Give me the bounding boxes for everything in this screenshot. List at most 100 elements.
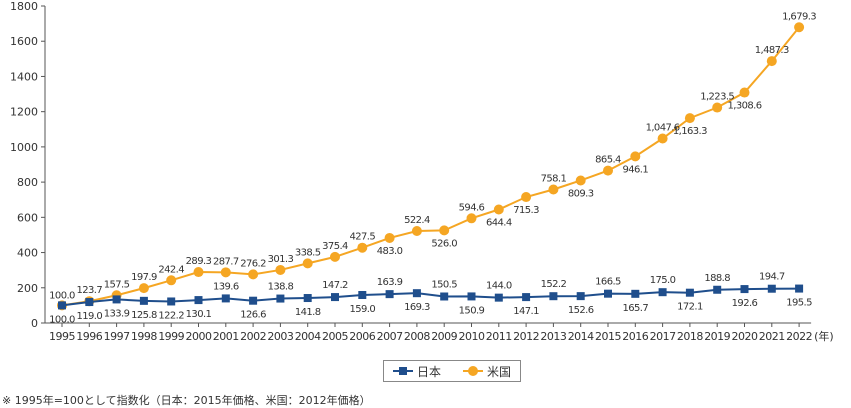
data-point-japan — [795, 284, 804, 293]
data-label-japan: 100.0 — [49, 314, 75, 325]
data-label-usa: 522.4 — [404, 215, 430, 226]
data-label-usa: 1,308.6 — [728, 101, 762, 112]
data-point-japan — [58, 301, 66, 310]
data-label-japan: 188.8 — [704, 273, 730, 284]
data-point-japan — [740, 285, 749, 294]
x-tick-label: 2016 — [622, 330, 648, 343]
data-label-usa: 100.0 — [49, 290, 75, 301]
data-label-japan: 175.0 — [650, 275, 676, 286]
data-point-japan — [685, 288, 694, 297]
data-point-usa — [657, 133, 668, 144]
data-point-usa — [439, 225, 450, 236]
data-point-japan — [303, 294, 312, 303]
data-label-japan: 139.6 — [213, 281, 239, 292]
series-line-usa — [61, 26, 800, 307]
data-point-usa — [302, 258, 313, 269]
data-point-japan — [412, 289, 421, 298]
data-point-usa — [575, 175, 586, 186]
x-tick-label: 2022 — [786, 330, 812, 343]
data-point-usa — [493, 204, 504, 215]
data-label-usa: 594.6 — [459, 202, 485, 213]
data-label-usa: 758.1 — [541, 173, 567, 184]
y-tick-label: 1400 — [10, 70, 38, 83]
data-point-usa — [712, 102, 723, 113]
x-tick-label: 2000 — [186, 330, 212, 343]
legend-item-japan: 日本 — [392, 363, 441, 380]
data-label-japan: 192.6 — [732, 298, 758, 309]
data-point-usa — [521, 192, 532, 203]
data-label-japan: 165.7 — [622, 303, 648, 314]
data-point-japan — [221, 294, 230, 303]
data-label-japan: 159.0 — [349, 304, 375, 315]
data-point-usa — [384, 232, 395, 243]
data-label-usa: 1,223.5 — [700, 92, 734, 103]
x-tick-label: 2011 — [486, 330, 512, 343]
y-tick-label: 1800 — [10, 0, 38, 13]
data-point-japan — [604, 289, 612, 298]
data-label-usa: 715.3 — [513, 205, 539, 216]
x-tick-label: 2009 — [431, 330, 457, 343]
x-tick-label: 2005 — [322, 330, 348, 343]
data-point-usa — [193, 267, 204, 278]
data-point-japan — [767, 284, 776, 293]
data-label-usa: 1,047.6 — [646, 123, 680, 134]
data-point-usa — [794, 22, 805, 33]
data-point-usa — [739, 87, 750, 98]
chart-footnote: ※ 1995年=100として指数化（日本：2015年価格、米国：2012年価格） — [2, 394, 371, 407]
y-tick-label: 1600 — [10, 35, 38, 48]
y-tick-label: 1000 — [10, 141, 38, 154]
x-tick-label: 2004 — [295, 330, 321, 343]
chart-series — [57, 22, 805, 311]
data-label-japan: 152.6 — [568, 305, 594, 316]
chart-legend: 日本 米国 — [383, 360, 521, 382]
data-point-usa — [466, 213, 477, 224]
x-tick-label: 2002 — [240, 330, 266, 343]
data-label-japan: 194.7 — [759, 272, 785, 283]
data-label-japan: 147.1 — [513, 306, 539, 317]
data-label-japan: 150.5 — [431, 279, 457, 290]
data-label-japan: 150.9 — [459, 305, 485, 316]
legend-swatch-usa — [463, 366, 483, 376]
x-tick-label: 2007 — [377, 330, 403, 343]
data-label-usa: 1,487.3 — [755, 45, 789, 56]
data-point-japan — [167, 297, 176, 306]
data-label-japan: 152.2 — [541, 279, 567, 290]
data-point-japan — [522, 293, 531, 302]
x-tick-label: 2010 — [459, 330, 485, 343]
x-tick-label: 2017 — [650, 330, 676, 343]
data-label-usa: 375.4 — [322, 241, 348, 252]
y-tick-label: 200 — [17, 282, 38, 295]
x-tick-label: 1997 — [104, 330, 130, 343]
data-point-usa — [248, 269, 259, 280]
x-axis-unit-label: (年) — [814, 329, 834, 343]
data-label-usa: 427.5 — [349, 232, 375, 243]
data-point-usa — [166, 275, 177, 286]
data-point-japan — [194, 296, 203, 305]
series-line-japan — [61, 287, 800, 307]
x-tick-label: 1999 — [158, 330, 184, 343]
x-tick-label: 2014 — [568, 330, 594, 343]
data-label-usa: 287.7 — [213, 256, 239, 267]
x-tick-label: 2015 — [595, 330, 621, 343]
data-label-usa: 123.7 — [76, 285, 102, 296]
data-point-japan — [358, 290, 367, 299]
data-point-japan — [139, 296, 148, 305]
data-point-usa — [548, 184, 559, 195]
data-point-usa — [275, 264, 286, 275]
data-point-usa — [138, 283, 149, 294]
data-point-japan — [658, 288, 667, 297]
data-point-usa — [220, 267, 231, 278]
x-tick-label: 2020 — [732, 330, 758, 343]
data-label-japan: 126.6 — [240, 310, 266, 321]
data-label-japan: 122.2 — [158, 310, 184, 321]
data-label-japan: 125.8 — [131, 310, 157, 321]
legend-swatch-japan — [392, 366, 413, 376]
data-label-japan: 141.8 — [295, 307, 321, 318]
data-label-japan: 147.2 — [322, 280, 348, 291]
data-label-usa: 1,163.3 — [673, 126, 707, 137]
y-tick-label: 600 — [17, 211, 38, 224]
x-tick-label: 2006 — [349, 330, 375, 343]
